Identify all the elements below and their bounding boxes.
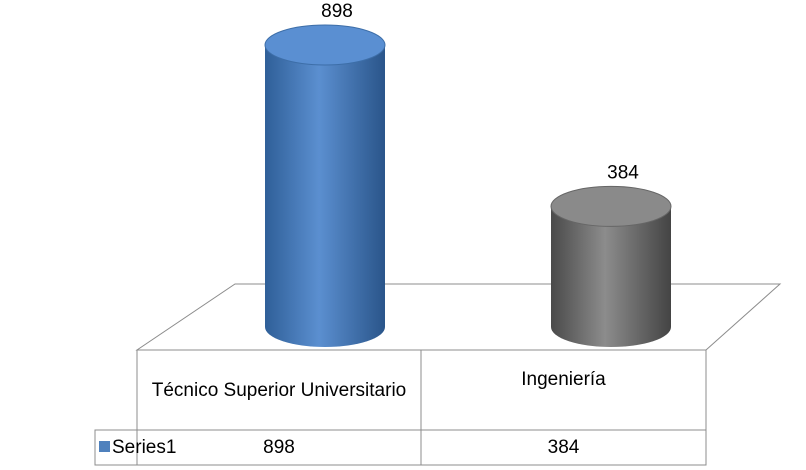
floor	[135, 283, 782, 351]
data-label: 898	[321, 1, 353, 22]
category-label: Técnico Superior Universitario	[151, 379, 407, 401]
data-label: 384	[607, 162, 639, 183]
bar-top	[550, 185, 672, 227]
category-label: Ingeniería	[521, 368, 606, 390]
bar	[264, 24, 386, 347]
table-value: 384	[547, 437, 580, 458]
legend-label: Series1	[112, 437, 177, 458]
bar-top	[264, 24, 386, 66]
bar-body	[265, 45, 385, 347]
bar-body	[551, 206, 671, 347]
table-value: 898	[263, 437, 295, 458]
legend-swatch	[99, 441, 110, 452]
bar	[550, 185, 672, 347]
table-rule	[94, 429, 137, 466]
